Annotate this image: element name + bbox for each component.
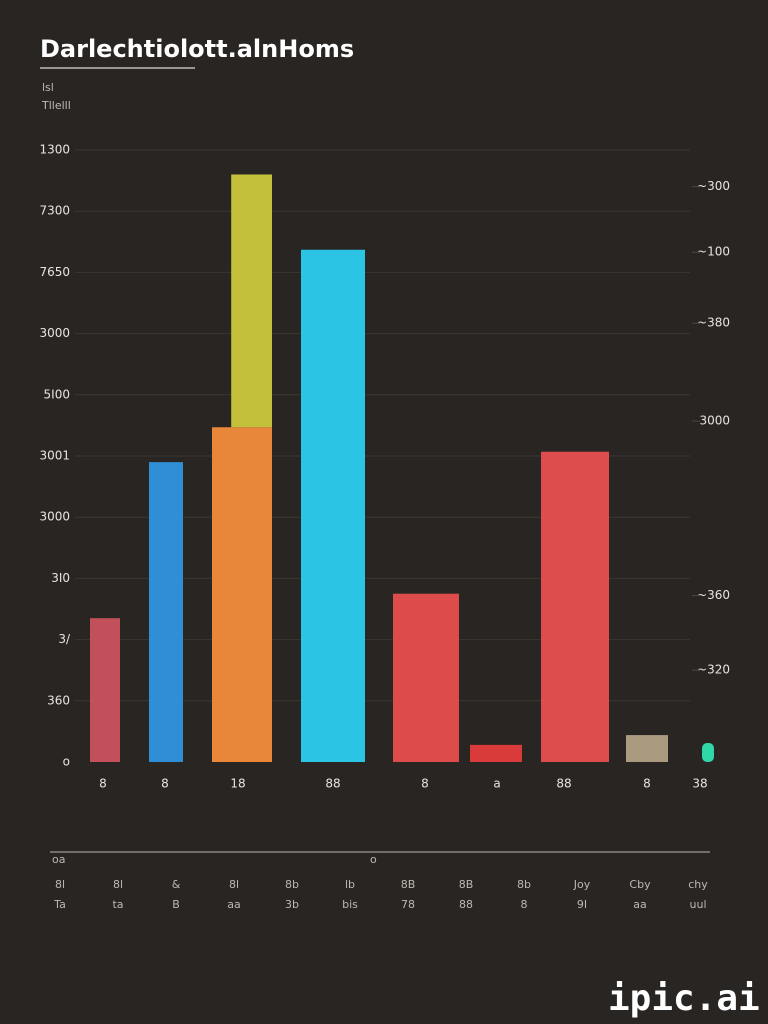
bar — [393, 593, 459, 762]
y-tick-label: 3001 — [39, 449, 70, 463]
subtitle: Tllelll — [41, 99, 71, 112]
footer-cell: 8B — [459, 878, 474, 891]
x-tick-label: 8 — [99, 777, 107, 791]
footer-cell: & — [172, 878, 181, 891]
footer-cell: 3b — [285, 898, 299, 911]
footer-cell: 8 — [521, 898, 528, 911]
footer-cell: 8l — [55, 878, 65, 891]
y2-tick-label: ~320 — [697, 663, 730, 677]
footer-marker: oa — [52, 853, 65, 866]
y2-tick-label: 3000 — [699, 414, 730, 428]
footer-cell: chy — [688, 878, 708, 891]
y-tick-label: 1300 — [39, 143, 70, 157]
bar — [626, 735, 668, 762]
footer-cell: uul — [690, 898, 707, 911]
footer-cell: 9I — [577, 898, 587, 911]
x-tick-label: 8 — [643, 777, 651, 791]
y-tick-label: 3000 — [39, 326, 70, 340]
y-tick-label: 360 — [47, 693, 70, 707]
footer-cell: lb — [345, 878, 355, 891]
subtitle: lsl — [42, 81, 54, 94]
x-tick-label: a — [493, 777, 500, 791]
y-tick-label: 3I0 — [51, 571, 70, 585]
y-tick-label: 5I00 — [44, 387, 70, 401]
footer-cell: 88 — [459, 898, 473, 911]
footer-cell: aa — [227, 898, 240, 911]
footer-cell: B — [172, 898, 180, 911]
x-tick-label: 88 — [325, 777, 340, 791]
footer-cell: 8B — [401, 878, 416, 891]
footer-cell: 8b — [285, 878, 299, 891]
x-tick-label: 8 — [161, 777, 169, 791]
footer-cell: ta — [112, 898, 123, 911]
bar — [149, 462, 183, 762]
x-tick-label: 8 — [421, 777, 429, 791]
y2-tick-label: ~360 — [697, 588, 730, 602]
bar — [470, 744, 522, 762]
footer-cell: 8b — [517, 878, 531, 891]
y-tick-label: o — [63, 755, 70, 769]
x-tick-label: 18 — [230, 777, 245, 791]
bar — [301, 249, 365, 763]
bar — [212, 427, 272, 762]
footer-marker: o — [370, 853, 377, 866]
y-tick-label: 3/ — [58, 632, 71, 646]
footer-cell: 78 — [401, 898, 415, 911]
x-tick-label: 88 — [556, 777, 571, 791]
y2-tick-label: ~300 — [697, 179, 730, 193]
footer-cell: Cby — [629, 878, 651, 891]
bar — [90, 618, 120, 762]
footer-cell: Joy — [573, 878, 591, 891]
bar — [702, 743, 714, 762]
footer-cell: 8l — [229, 878, 239, 891]
y-tick-label: 7300 — [39, 204, 70, 218]
x-tick-label: 38 — [692, 777, 707, 791]
footer-cell: 8l — [113, 878, 123, 891]
chart-title: Darlechtiolott.alnHoms — [40, 35, 354, 63]
footer-cell: aa — [633, 898, 646, 911]
y2-tick-label: ~100 — [697, 245, 730, 259]
y-tick-label: 7650 — [39, 265, 70, 279]
footer-cell: bis — [342, 898, 358, 911]
footer-cell: Ta — [53, 898, 66, 911]
bar — [541, 451, 609, 762]
y-tick-label: 3000 — [39, 510, 70, 524]
y2-tick-label: ~380 — [697, 316, 730, 330]
bar — [231, 174, 272, 428]
watermark: ipic.ai — [608, 978, 760, 1019]
